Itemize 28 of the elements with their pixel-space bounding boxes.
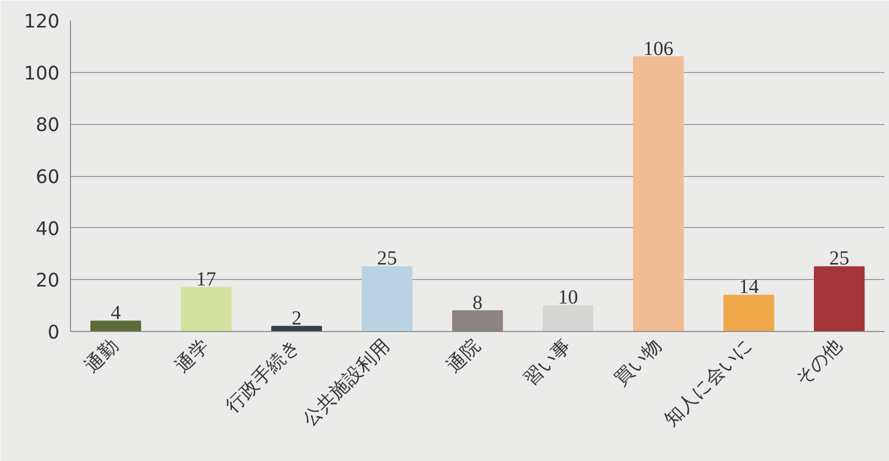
data-label: 17 [196, 268, 216, 290]
y-tick-label: 100 [24, 63, 60, 84]
bar [180, 286, 232, 332]
y-tick-label: 20 [36, 270, 60, 292]
bar [90, 320, 142, 332]
x-tick-label: その他 [792, 335, 847, 390]
y-tick-label: 60 [36, 167, 60, 188]
data-label: 4 [110, 302, 121, 324]
data-label: 10 [558, 286, 578, 309]
data-label: 25 [377, 248, 398, 270]
bar [362, 266, 412, 332]
bar [542, 305, 594, 332]
y-tick-label: 120 [24, 12, 60, 32]
bar [633, 56, 684, 332]
x-tick-label: 通学 [172, 335, 214, 377]
data-label: 25 [829, 248, 850, 270]
y-tick-label: 0 [48, 322, 60, 344]
x-tick-label: 通院 [443, 335, 485, 377]
y-tick-label: 80 [36, 115, 60, 136]
x-tick-label: 通勤 [81, 335, 124, 377]
data-label: 8 [472, 292, 482, 314]
bar [723, 294, 774, 332]
data-label: 14 [738, 276, 759, 298]
data-label: 2 [292, 307, 302, 330]
data-label: 106 [643, 38, 674, 60]
bar [814, 266, 865, 332]
y-tick-label: 40 [36, 218, 60, 240]
x-tick-label: 習い事 [520, 335, 576, 390]
